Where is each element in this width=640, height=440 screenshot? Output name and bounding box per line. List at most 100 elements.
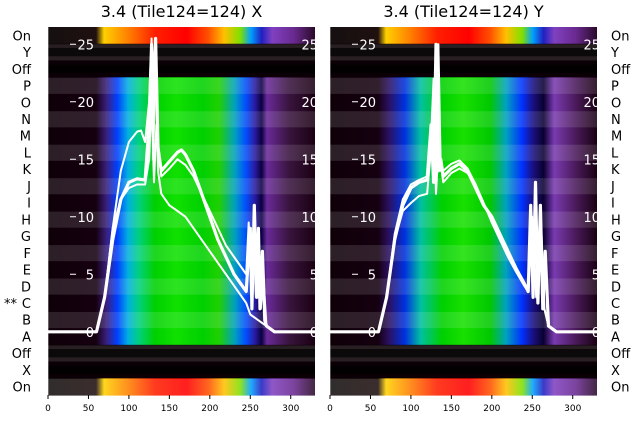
row-label-right: I (611, 197, 615, 212)
ytick-label: 15 (359, 153, 376, 168)
band (48, 365, 315, 375)
heatmap-row (48, 144, 315, 162)
row-label-left: I (27, 197, 31, 212)
heatmap-row (330, 277, 597, 296)
xtick-label: 250 (242, 404, 259, 414)
heatmap-row (48, 194, 315, 212)
row-label-left: E (23, 264, 31, 279)
heatmap-row (330, 27, 597, 45)
ytick-label: 25 (77, 38, 94, 53)
heatmap-row (330, 110, 597, 128)
row-label-right: P (611, 80, 619, 95)
row-label-right: D (611, 280, 621, 295)
ytick-label: 10 (77, 211, 94, 226)
band (330, 349, 597, 358)
row-label-left: G (21, 230, 31, 245)
heatmap-row (330, 127, 597, 145)
xtick-label: 250 (524, 404, 541, 414)
band (48, 64, 315, 73)
row-label-right: H (611, 213, 621, 228)
ytick-label: 20 (77, 96, 94, 111)
xtick-label: 0 (327, 404, 333, 414)
heatmap-row (330, 244, 597, 262)
ytick-label: 5 (592, 268, 600, 283)
ytick-label: 5 (86, 268, 94, 283)
row-label-left: B (22, 314, 31, 329)
ytick-label: 15 (301, 153, 318, 168)
band (330, 365, 597, 375)
row-marker: ** (4, 297, 18, 312)
ytick-label: 10 (359, 211, 376, 226)
row-label-left: On (13, 29, 31, 44)
heatmap-row (330, 311, 597, 329)
ytick-label: 20 (583, 96, 600, 111)
row-label-right: E (611, 264, 619, 279)
row-label-left: J (26, 180, 31, 195)
ytick-label: 15 (77, 153, 94, 168)
row-label-right: C (611, 297, 620, 312)
row-label-right: Off (611, 63, 631, 78)
row-label-left: O (21, 96, 31, 111)
heatmap-row (48, 77, 315, 95)
xtick-label: 50 (83, 404, 95, 414)
row-label-left: H (21, 213, 31, 228)
band (330, 64, 597, 73)
xtick-label: 200 (201, 404, 218, 414)
row-label-right: On (611, 381, 629, 396)
row-label-right: X (611, 364, 620, 379)
heatmap-row (48, 294, 315, 312)
series-line-3 (48, 100, 315, 333)
series-line-1 (48, 36, 315, 334)
xtick-label: 0 (45, 404, 51, 414)
heatmap-row (330, 378, 597, 396)
row-label-right: F (611, 247, 618, 262)
series-line-3 (330, 43, 597, 333)
row-label-right: O (611, 96, 621, 111)
row-label-left: N (21, 113, 31, 128)
heatmap-row (48, 311, 315, 329)
row-label-right: N (611, 113, 621, 128)
row-label-left: L (24, 146, 32, 161)
heatmap-row (48, 127, 315, 145)
xtick-label: 300 (564, 404, 581, 414)
row-label-left: Y (22, 46, 31, 61)
row-label-right: A (611, 330, 620, 345)
heatmap-row (48, 27, 315, 45)
xtick-label: 50 (365, 404, 377, 414)
heatmap-row (330, 144, 597, 162)
heatmap-row (48, 378, 315, 396)
xtick-label: 200 (483, 404, 500, 414)
series-line-2 (48, 37, 315, 333)
row-label-right: B (611, 314, 620, 329)
xtick-label: 150 (161, 404, 178, 414)
xtick-label: 100 (120, 404, 137, 414)
heatmap-row (330, 227, 597, 246)
ytick-label: 25 (301, 38, 318, 53)
row-label-left: On (13, 381, 31, 396)
heatmap-row (48, 328, 315, 346)
row-label-right: K (611, 163, 620, 178)
ytick-label: 5 (368, 268, 376, 283)
xtick-label: 100 (402, 404, 419, 414)
heatmap-row (48, 244, 315, 262)
heatmap-row (48, 160, 315, 179)
row-label-right: On (611, 29, 629, 44)
band (48, 47, 315, 57)
ytick-label: 20 (301, 96, 318, 111)
panel-title: 3.4 (Tile124=124) Y (383, 2, 544, 21)
xtick-label: 150 (443, 404, 460, 414)
heatmap-row (330, 160, 597, 179)
panel-title: 3.4 (Tile124=124) X (101, 2, 263, 21)
heatmap-row (48, 177, 315, 195)
ytick-label: 10 (301, 211, 318, 226)
row-label-left: Off (12, 63, 32, 78)
heatmap-row (330, 177, 597, 195)
row-label-right: G (611, 230, 621, 245)
row-label-left: Off (12, 347, 32, 362)
heatmap-row (330, 294, 597, 312)
row-label-right: J (610, 180, 615, 195)
xtick-label: 300 (282, 404, 299, 414)
heatmap-row (330, 77, 597, 95)
